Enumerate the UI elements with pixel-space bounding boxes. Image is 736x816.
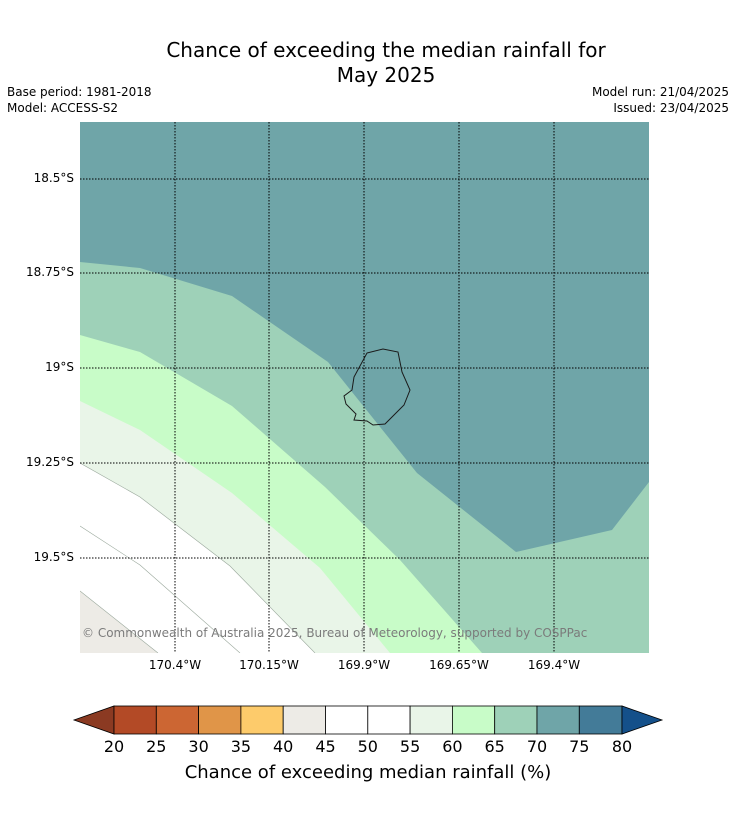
colorbar-40-45 [282, 705, 326, 735]
colorbar [72, 705, 664, 735]
colorbar-tick-25: 25 [146, 737, 167, 756]
meta-right: Model run: 21/04/2025 Issued: 23/04/2025 [592, 84, 729, 116]
gridlines [80, 122, 649, 653]
lat-label-4: 19.25°S [26, 455, 74, 469]
chart-title: Chance of exceeding the median rainfall … [0, 38, 736, 88]
lon-label-5: 169.4°W [527, 658, 581, 672]
lat-label-2: 18.75°S [26, 265, 74, 279]
colorbar-30-35 [198, 705, 242, 735]
colorbar-25-30 [155, 705, 200, 735]
title-line-2: May 2025 [336, 63, 436, 87]
colorbar-60-65 [451, 705, 496, 735]
model-name: Model: ACCESS-S2 [7, 101, 119, 115]
title-line-1: Chance of exceeding the median rainfall … [166, 38, 606, 62]
colorbar-tick-75: 75 [569, 737, 590, 756]
issued-date: Issued: 23/04/2025 [613, 101, 729, 115]
colorbar-tick-70: 70 [526, 737, 548, 756]
colorbar-35-40 [240, 705, 284, 735]
lon-label-4: 169.65°W [429, 658, 489, 672]
lon-label-1: 170.4°W [148, 658, 202, 672]
colorbar-tick-55: 55 [399, 737, 421, 756]
colorbar-tick-45: 45 [315, 737, 336, 756]
map-area [80, 122, 649, 653]
colorbar-tick-65: 65 [484, 737, 505, 756]
colorbar-extend-low [72, 705, 115, 735]
colorbar-20-25 [113, 705, 157, 735]
colorbar-75-80 [578, 705, 623, 735]
colorbar-50-55 [367, 705, 411, 735]
meta-left: Base period: 1981-2018 Model: ACCESS-S2 [7, 84, 152, 116]
lat-label-5: 19.5°S [33, 550, 74, 564]
lon-label-2: 170.15°W [239, 658, 299, 672]
colorbar-tick-30: 30 [188, 737, 209, 756]
copyright-notice: © Commonwealth of Australia 2025, Bureau… [82, 626, 588, 640]
lon-label-3: 169.9°W [337, 658, 391, 672]
colorbar-tick-50: 50 [357, 737, 378, 756]
colorbar-extend-high [621, 705, 664, 735]
colorbar-tick-20: 20 [103, 737, 125, 756]
colorbar-70-75 [536, 705, 580, 735]
model-run: Model run: 21/04/2025 [591, 85, 729, 99]
niue-island-outline [343, 348, 411, 426]
lat-label-3: 19°S [45, 360, 74, 374]
colorbar-tick-80: 80 [611, 737, 633, 756]
colorbar-label: Chance of exceeding median rainfall (%) [184, 762, 552, 783]
lat-label-1: 18.5°S [33, 171, 74, 185]
zone-70-75 [80, 122, 649, 552]
colorbar-tick-40: 40 [273, 737, 294, 756]
colorbar-tick-60: 60 [442, 737, 463, 756]
base-period: Base period: 1981-2018 [7, 85, 152, 99]
colorbar-65-70 [494, 705, 538, 735]
colorbar-55-60 [409, 705, 453, 735]
colorbar-45-50 [325, 705, 369, 735]
zone-boundary-lines [80, 462, 316, 653]
colorbar-tick-35: 35 [230, 737, 252, 756]
